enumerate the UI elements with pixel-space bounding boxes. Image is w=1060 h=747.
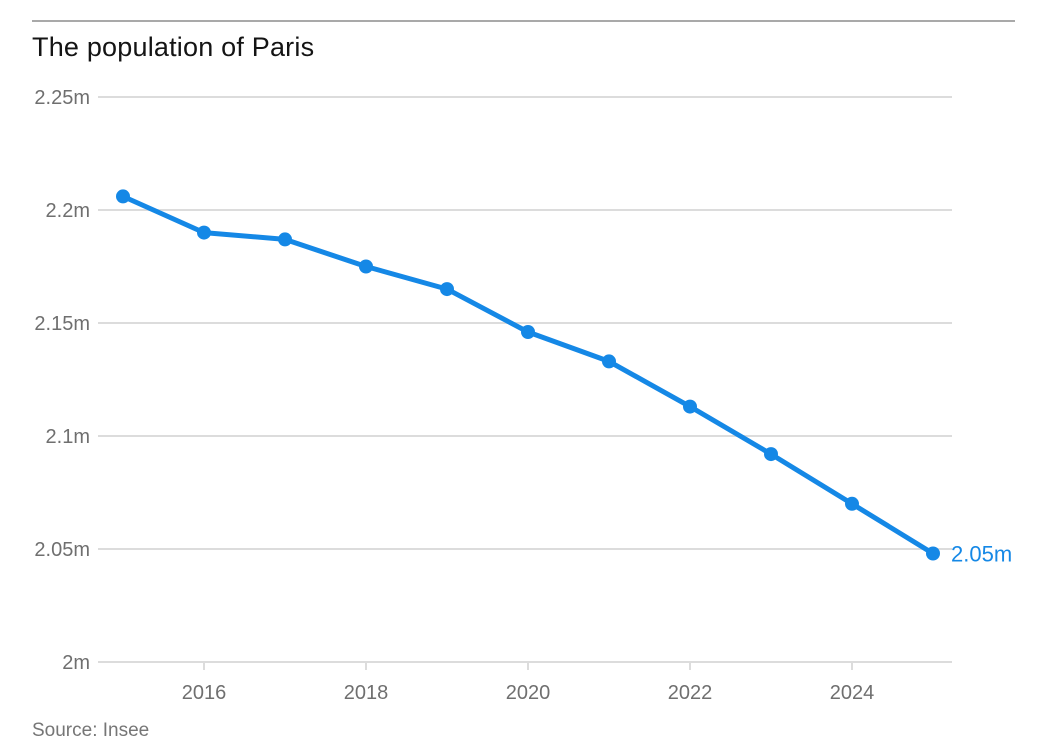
data-point xyxy=(278,232,292,247)
x-axis-tick-label: 2022 xyxy=(668,682,713,704)
data-point xyxy=(116,189,130,204)
x-axis-tick-label: 2024 xyxy=(830,682,875,704)
data-point xyxy=(440,282,454,297)
data-point xyxy=(521,325,535,339)
data-point xyxy=(359,259,373,274)
end-value-label: 2.05m xyxy=(951,542,1012,567)
top-rule xyxy=(32,20,1015,22)
y-axis-tick-label: 2.25m xyxy=(34,87,90,109)
data-point xyxy=(602,354,616,369)
chart-title: The population of Paris xyxy=(32,32,315,62)
y-axis-tick-label: 2.2m xyxy=(46,200,90,222)
y-axis-tick-label: 2.15m xyxy=(34,313,90,335)
x-axis-tick-label: 2020 xyxy=(506,682,551,704)
x-axis-tick-label: 2018 xyxy=(344,682,389,704)
source-note: Source: Insee xyxy=(32,720,150,741)
data-point xyxy=(926,546,940,561)
data-point xyxy=(845,496,859,511)
y-axis-tick-label: 2m xyxy=(62,652,90,674)
data-point xyxy=(197,225,211,240)
data-point xyxy=(683,399,697,414)
x-axis-tick-label: 2016 xyxy=(182,682,227,704)
y-axis-tick-label: 2.1m xyxy=(46,426,90,448)
data-point xyxy=(764,447,778,462)
y-axis-tick-label: 2.05m xyxy=(34,539,90,561)
population-line xyxy=(120,193,936,556)
